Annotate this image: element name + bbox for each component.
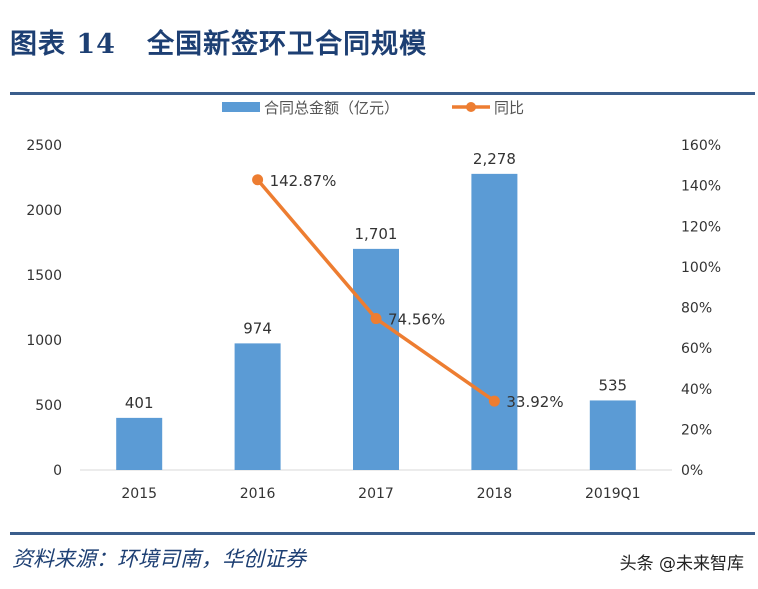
- x-axis-tick-label: 2017: [358, 486, 394, 502]
- right-axis-tick-label: 100%: [681, 260, 721, 276]
- right-axis-tick-label: 40%: [681, 382, 712, 398]
- legend-bar-swatch: [222, 102, 260, 112]
- source-note: 资料来源：环境司南，华创证券: [12, 547, 306, 571]
- title-divider: [10, 92, 755, 95]
- figure-title: 图表 14 全国新签环卫合同规模: [10, 29, 428, 60]
- right-axis-tick-label: 80%: [681, 301, 712, 317]
- left-axis-tick-label: 1500: [26, 268, 62, 284]
- legend-bar-label: 合同总金额（亿元）: [264, 99, 399, 117]
- x-axis-tick-label: 2019Q1: [585, 486, 641, 502]
- right-axis-tick-label: 140%: [681, 179, 721, 195]
- bar-2016: [234, 343, 281, 470]
- legend-line-marker: [466, 102, 476, 112]
- yoy-point-2018: [488, 395, 500, 407]
- watermark: 头条 @未来智库: [619, 554, 744, 574]
- right-axis-tick-label: 160%: [681, 138, 721, 154]
- left-axis-tick-label: 1000: [26, 333, 62, 349]
- bar-data-label: 974: [243, 319, 272, 337]
- line-data-label: 33.92%: [506, 393, 563, 411]
- line-data-label: 142.87%: [270, 172, 337, 190]
- line-data-label: 74.56%: [388, 311, 445, 329]
- right-axis-tick-label: 60%: [681, 341, 712, 357]
- left-axis-tick-label: 500: [35, 398, 62, 414]
- right-axis-tick-label: 20%: [681, 422, 712, 438]
- left-axis-tick-label: 2500: [26, 138, 62, 154]
- bar-2017: [353, 248, 399, 470]
- left-axis-tick-label: 0: [53, 463, 62, 479]
- x-axis-tick-label: 2016: [240, 486, 276, 502]
- legend-line-label: 同比: [494, 99, 524, 117]
- bar-2019Q1: [589, 400, 636, 470]
- bar-2015: [116, 417, 163, 470]
- right-axis-tick-label: 120%: [681, 219, 721, 235]
- bar-data-label: 1,701: [355, 225, 398, 243]
- footer-divider: [10, 532, 755, 535]
- chart-canvas: 0 500 1000 1500 2000 2500 0% 20% 40% 60% 80% 100% 12…: [26, 99, 721, 502]
- bar-data-label: 2,278: [473, 150, 516, 168]
- left-axis-tick-label: 2000: [26, 203, 62, 219]
- yoy-point-2017: [370, 313, 382, 325]
- x-axis-tick-label: 2015: [121, 486, 157, 502]
- bar-2018: [471, 173, 518, 471]
- right-axis-tick-label: 0%: [681, 463, 703, 479]
- x-axis-tick-label: 2018: [477, 486, 513, 502]
- bar-data-label: 535: [598, 376, 627, 394]
- yoy-point-2016: [252, 174, 264, 186]
- bar-data-label: 401: [125, 394, 154, 412]
